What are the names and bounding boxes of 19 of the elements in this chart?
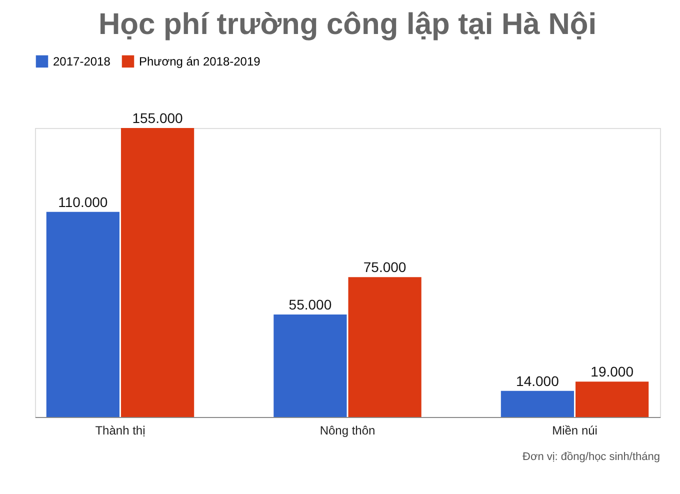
bar <box>274 314 347 417</box>
data-label: 155.000 <box>132 110 184 126</box>
data-label: 55.000 <box>288 296 332 312</box>
data-label: 14.000 <box>516 372 560 389</box>
legend-label: 2017-2018 <box>53 54 111 68</box>
data-label: 110.000 <box>58 194 108 210</box>
bar <box>348 277 422 417</box>
x-tick-label: Thành thị <box>95 424 146 438</box>
text: Đơn vị: đồng/học sinh/tháng <box>522 451 660 463</box>
bar <box>46 212 120 417</box>
x-tick-label: Miền núi <box>552 424 598 438</box>
data-label: 19.000 <box>590 364 634 380</box>
chart-title: Học phí trường công lập tại Hà Nội <box>98 8 597 41</box>
x-tick-label: Nông thôn <box>320 424 376 438</box>
bar <box>120 128 194 417</box>
bar <box>576 382 649 417</box>
legend-label: Phương án 2018-2019 <box>139 54 261 68</box>
bar <box>500 390 574 417</box>
data-label: 75.000 <box>363 259 406 276</box>
